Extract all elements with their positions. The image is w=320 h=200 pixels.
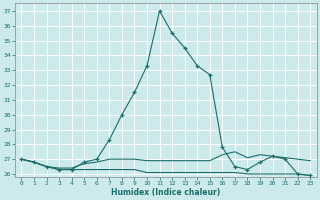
X-axis label: Humidex (Indice chaleur): Humidex (Indice chaleur) <box>111 188 220 197</box>
